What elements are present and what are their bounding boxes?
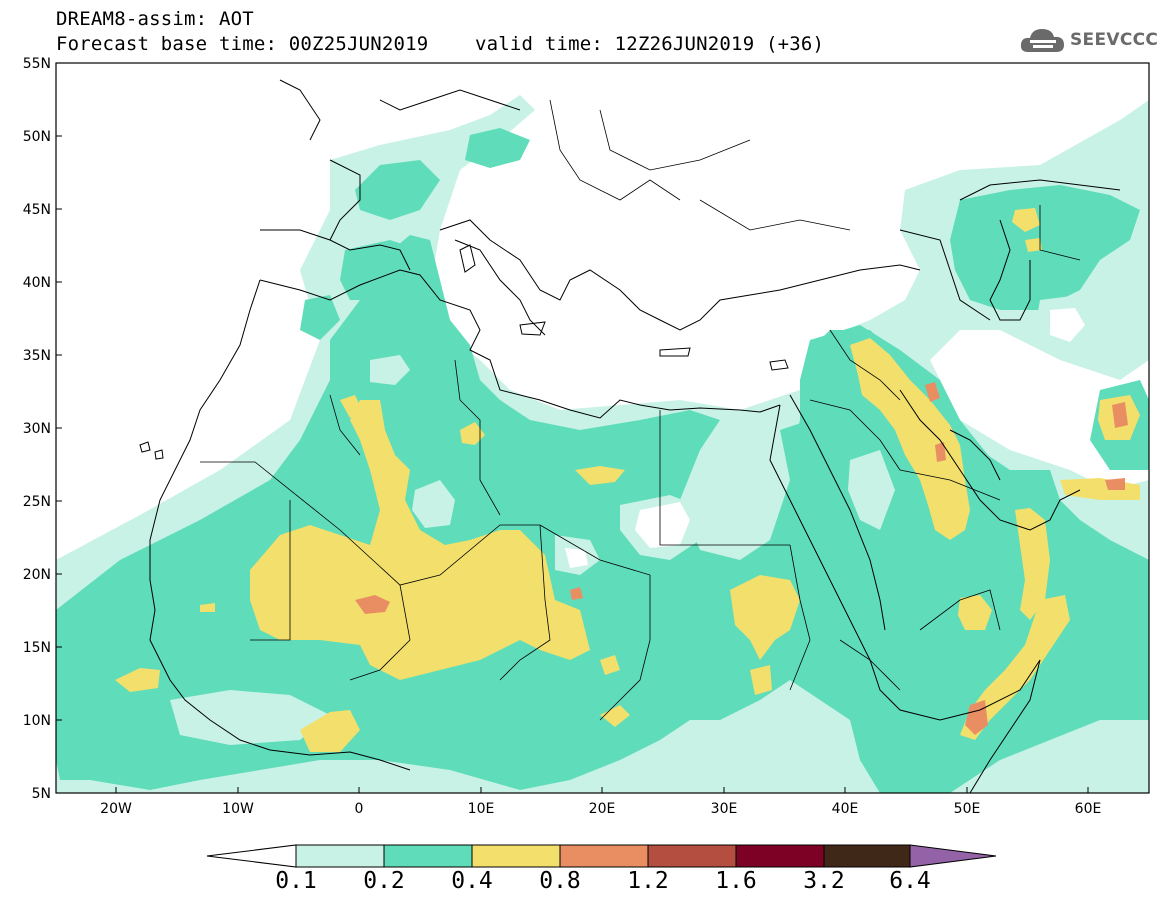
logo-text: SEEVCCC [1070,30,1159,50]
aot-shading [56,63,1149,793]
lon-label: 60E [1075,801,1102,817]
colorbar-low-arrow [206,844,297,868]
seevccc-logo: SEEVCCC [1018,24,1158,58]
lat-label: 50N [23,129,51,145]
colorbar-label: 1.2 [627,868,669,894]
lat-label: 30N [23,421,51,437]
colorbar-swatch [295,844,385,868]
aot-contour-0.4-mesopotamia [850,338,970,540]
lon-label: 50E [954,801,981,817]
aot-contour-0.2-europe [355,160,440,220]
colorbar-label: 1.6 [715,868,757,894]
latitude-labels: 55N 50N 45N 40N 35N 30N 25N 20N 15N 10N … [23,56,51,802]
colorbar-swatch [471,844,561,868]
colorbar-label: 0.2 [363,868,405,894]
lon-label: 20E [589,801,616,817]
colorbar-swatch [735,844,825,868]
lon-label: 20W [100,801,132,817]
lat-label: 35N [23,348,51,364]
lat-label: 15N [23,640,51,656]
lat-label: 25N [23,494,51,510]
aot-hole-libya [370,355,410,385]
lon-label: 10W [222,801,254,817]
colorbar-swatch [383,844,473,868]
lat-label: 40N [23,275,51,291]
lon-label: 0 [355,801,364,817]
political-borders [200,99,1081,721]
lat-label: 45N [23,202,51,218]
colorbar-label: 0.1 [275,868,317,894]
colorbar-label: 6.4 [889,868,931,894]
aot-contour-0.4-west-africa [250,400,590,680]
colorbar-swatch [647,844,737,868]
colorbar-label: 0.4 [451,868,493,894]
lon-label: 30E [711,801,738,817]
colorbar-swatch [559,844,649,868]
colorbar-label: 0.8 [539,868,581,894]
forecast-time-label: Forecast base time: 00Z25JUN2019 valid t… [56,33,825,55]
lon-label: 10E [468,801,495,817]
lat-label: 55N [23,56,51,72]
longitude-labels: 20W 10W 0 10E 20E 30E 40E 50E 60E [100,801,1101,817]
axis-ticks [56,62,1089,794]
colorbar-high-arrow [909,844,997,868]
cloud-icon [1020,29,1064,52]
lat-label: 20N [23,567,51,583]
colorbar-label: 3.2 [803,868,845,894]
aot-contour-0.4-sudan [730,575,800,660]
colorbar-swatch [823,844,911,868]
aot-contour-0.8 [355,595,390,614]
lat-label: 10N [23,713,51,729]
lon-label: 40E [832,801,859,817]
aot-contour-0.2-caspian [950,185,1140,310]
colorbar [206,844,997,868]
lat-label: 5N [32,786,51,802]
map-title: DREAM8-assim: AOT [56,8,254,30]
